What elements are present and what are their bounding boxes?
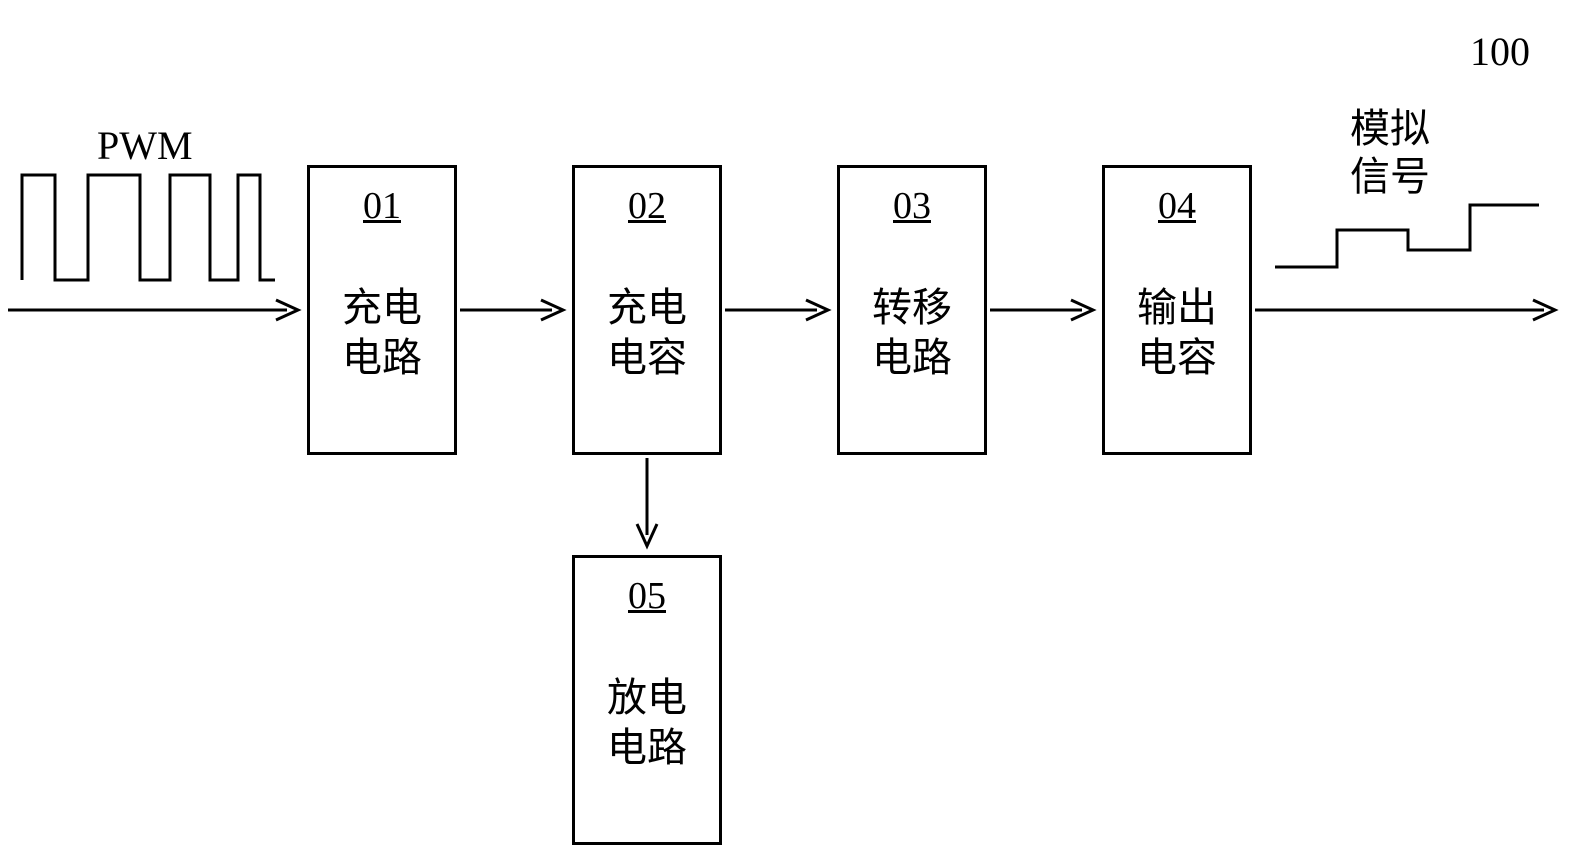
pwm-waveform-icon bbox=[22, 175, 275, 280]
block-text-line1: 充电 bbox=[310, 283, 454, 333]
block-text-line2: 电容 bbox=[1105, 333, 1249, 383]
block-text-line2: 电路 bbox=[840, 333, 984, 383]
block-01: 01 充电电路 bbox=[307, 165, 457, 455]
block-number: 05 bbox=[575, 574, 719, 618]
block-text-line1: 充电 bbox=[575, 283, 719, 333]
block-04: 04 输出电容 bbox=[1102, 165, 1252, 455]
block-text-line2: 电路 bbox=[575, 723, 719, 773]
output-label-line1: 模拟 bbox=[1350, 106, 1430, 151]
block-02: 02 充电电容 bbox=[572, 165, 722, 455]
block-number: 01 bbox=[310, 184, 454, 228]
block-diagram: 100 PWM 模拟 信号 01充电电路02充电电容03转移电路04输出电容05… bbox=[0, 0, 1590, 855]
block-number: 03 bbox=[840, 184, 984, 228]
input-label-pwm: PWM bbox=[97, 122, 193, 169]
block-text-line2: 电容 bbox=[575, 333, 719, 383]
block-text-line1: 输出 bbox=[1105, 283, 1249, 333]
block-text-line2: 电路 bbox=[310, 333, 454, 383]
analog-step-waveform-icon bbox=[1275, 205, 1539, 267]
block-text-line1: 转移 bbox=[840, 283, 984, 333]
block-number: 02 bbox=[575, 184, 719, 228]
block-text-line1: 放电 bbox=[575, 673, 719, 723]
figure-number: 100 bbox=[1470, 28, 1530, 75]
output-label-analog-signal: 模拟 信号 bbox=[1350, 105, 1430, 201]
block-number: 04 bbox=[1105, 184, 1249, 228]
output-label-line2: 信号 bbox=[1350, 154, 1430, 199]
block-03: 03 转移电路 bbox=[837, 165, 987, 455]
block-05: 05 放电电路 bbox=[572, 555, 722, 845]
